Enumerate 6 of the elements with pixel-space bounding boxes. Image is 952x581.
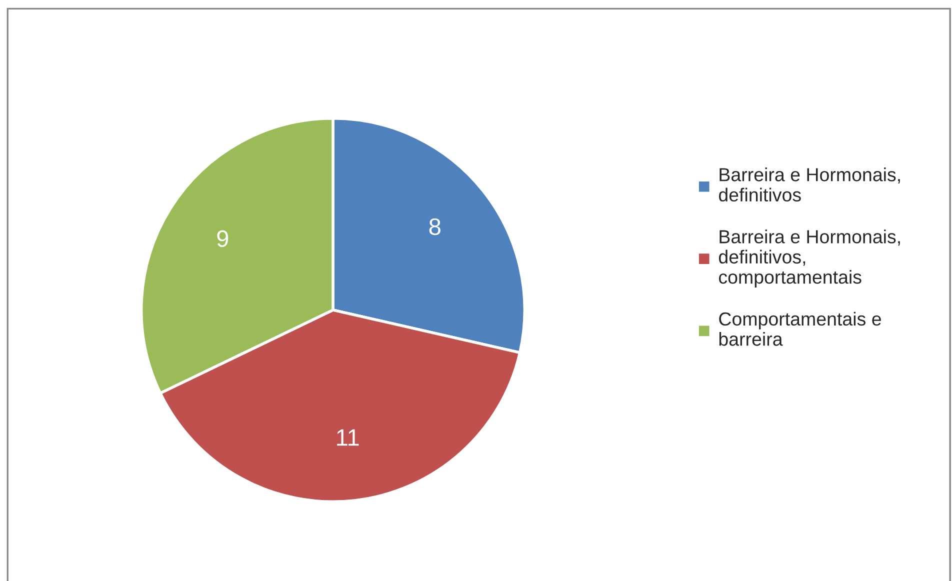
data-label: 11 bbox=[337, 429, 359, 446]
legend-label: Barreira e Hormonais, definitivos bbox=[718, 168, 900, 202]
legend-label: Comportamentais e barreira bbox=[719, 312, 881, 346]
data-label: 8 bbox=[429, 218, 440, 236]
data-label: 9 bbox=[217, 230, 228, 247]
legend-label: Barreira e Hormonais, definitivos, comportamentais bbox=[718, 230, 900, 288]
